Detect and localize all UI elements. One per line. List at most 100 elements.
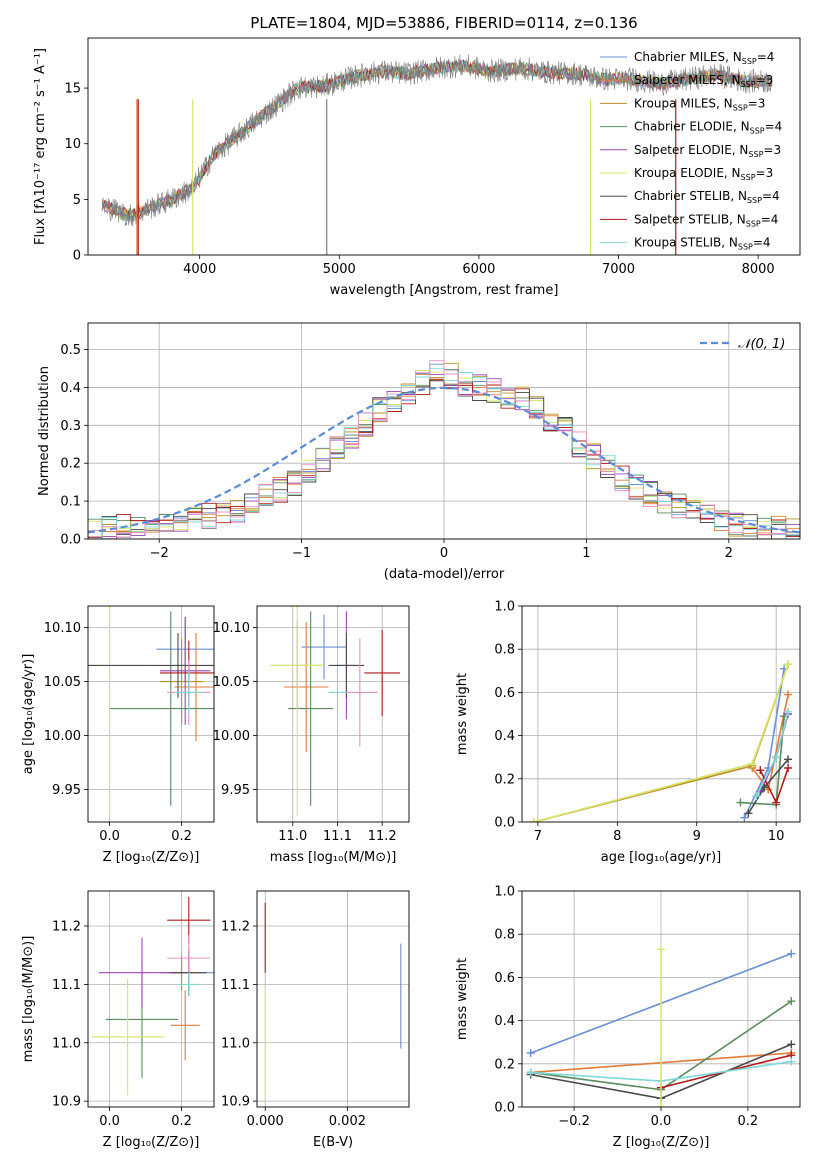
weight-marker-6-1 [657,945,665,954]
weight-marker-6-0 [744,809,753,818]
plot-area [88,323,800,539]
x-tick-label: 0.2 [171,1114,192,1129]
x-tick-label: 11.2 [368,829,397,844]
weight-marker-6-0 [657,1103,665,1107]
legend-label-4: Salpeter ELODIE, NSSP=3 [634,143,781,159]
y-tick-label: 11.2 [221,920,250,935]
legend-label-sub: SSP [748,150,763,159]
y-tick-label: 10.9 [52,1095,81,1110]
y-tick-label: 0.0 [494,816,515,831]
legend-label-3: Chabrier ELODIE, NSSP=4 [634,120,782,136]
y-tick-label: 0.4 [494,729,515,744]
plot-area [88,891,214,1107]
model-line-8 [101,58,773,223]
y-tick-label: 0.2 [494,772,515,787]
axes-frame [521,605,801,823]
y-tick-label: 0.4 [60,381,81,396]
plot-area [101,54,773,255]
x-tick-label: 7000 [602,262,635,277]
plot-area [257,891,409,1107]
x-tick-label: −1 [292,546,311,561]
weight-marker-5-2 [784,660,793,669]
weight-marker-1-2 [784,690,793,699]
y-tick-label: 10.00 [213,729,250,744]
y-tick-label: 11.2 [52,920,81,935]
y-tick-label: 5 [73,193,81,208]
legend-label-sub: SSP [750,127,765,136]
weight-marker-7-0 [756,766,765,775]
x-tick-label: 0.0 [651,1114,672,1129]
y-tick-label: 0.5 [60,343,81,358]
x-tick-label: 5000 [323,262,356,277]
x-tick-label: 10 [768,829,785,844]
legend-label-5: Kroupa ELODIE, NSSP=3 [634,166,773,182]
weight-marker-5-2 [787,1057,796,1066]
y-tick-label: 9.95 [221,783,250,798]
y-tick-label: 0.3 [60,419,81,434]
legend-label-tail: =4 [762,189,780,203]
x-tick-label: 0.0 [99,829,120,844]
weight-marker-0-0 [526,1049,535,1057]
axes-frame [256,890,410,1108]
x-axis-label: Z [log₁₀(Z/Z⊙)] [103,1135,200,1150]
legend-gaussian-label: 𝒩(0, 1) [738,337,785,352]
x-tick-label: 0 [440,546,448,561]
x-axis-label: mass [log₁₀(M/M⊙)] [270,850,397,865]
y-tick-label: 0.6 [494,971,515,986]
axes-frame [87,37,801,256]
legend-label-2: Kroupa MILES, NSSP=3 [634,96,765,112]
legend-label-base: Chabrier ELODIE, N [634,120,750,134]
weight-marker-3-0 [736,798,745,807]
weight-marker-8-0 [752,792,761,801]
y-tick-label: 10.05 [44,675,81,690]
y-tick-label: 10.10 [213,621,250,636]
plot-area [522,891,800,1107]
legend-label-tail: =3 [756,166,774,180]
histogram-step-9 [88,360,800,538]
chart-residuals: 𝒩(0, 1) −2 −1 0 1 2 0.0 0.1 0.2 0.3 0.4 0.5 (data-mo… [37,322,801,582]
legend-label-sub: SSP [741,173,756,182]
weight-marker-7-1 [772,798,781,807]
x-tick-label: 9 [693,829,701,844]
x-tick-label: 4000 [183,262,216,277]
chart-weight-vs-Z: −0.2 0.0 0.2 0.0 0.2 0.4 0.6 0.8 1.0 Z [log₁₀(Z/Z… [455,885,801,1150]
y-tick-label: 0.2 [60,457,81,472]
axes-frame [87,890,215,1108]
x-axis-label: (data-model)/error [384,567,505,582]
y-tick-label: 0.1 [60,495,81,510]
y-axis-label: Normed distribution [37,366,52,496]
legend-label-1: Salpeter MILES, NSSP=3 [634,73,773,89]
y-tick-label: 10.00 [44,729,81,744]
legend-label-base: Kroupa MILES, N [634,96,733,110]
y-tick-label: 0.0 [494,1101,515,1116]
legend-label-base: Salpeter MILES, N [634,73,741,87]
y-tick-label: 11.0 [52,1036,81,1051]
legend-label-sub: SSP [742,57,757,66]
y-tick-label: 10.05 [213,675,250,690]
legend-label-base: Salpeter ELODIE, N [634,143,748,157]
weight-marker-3-2 [787,1040,796,1049]
chart-age-vs-Z: 0.0 0.2 9.95 10.00 10.05 10.10 Z [log₁₀(Z/Z⊙)]… [21,605,215,865]
legend-label-base: Kroupa ELODIE, N [634,166,741,180]
y-tick-label: 0.4 [494,1014,515,1029]
plot-area [257,606,409,822]
legend-label-sub: SSP [733,103,748,112]
legend-label-sub: SSP [738,243,753,252]
histogram-step-7 [88,378,800,539]
legend-label-0: Chabrier MILES, NSSP=4 [634,50,774,66]
model-line-7 [101,59,773,218]
x-axis-label: Z [log₁₀(Z/Z⊙)] [613,1135,710,1150]
y-axis-label: age [log₁₀(age/yr)] [21,654,36,775]
x-tick-label: 0.000 [247,1114,284,1129]
y-tick-label: 11.1 [221,978,250,993]
x-tick-label: −0.2 [558,1114,590,1129]
y-tick-label: 0.8 [494,643,515,658]
plot-area [522,606,800,822]
legend-label-tail: =3 [756,73,774,87]
legend-label-sub: SSP [741,80,756,89]
x-tick-label: 7 [534,829,542,844]
x-tick-label: 2 [725,546,733,561]
weight-marker-0-0 [740,813,749,822]
